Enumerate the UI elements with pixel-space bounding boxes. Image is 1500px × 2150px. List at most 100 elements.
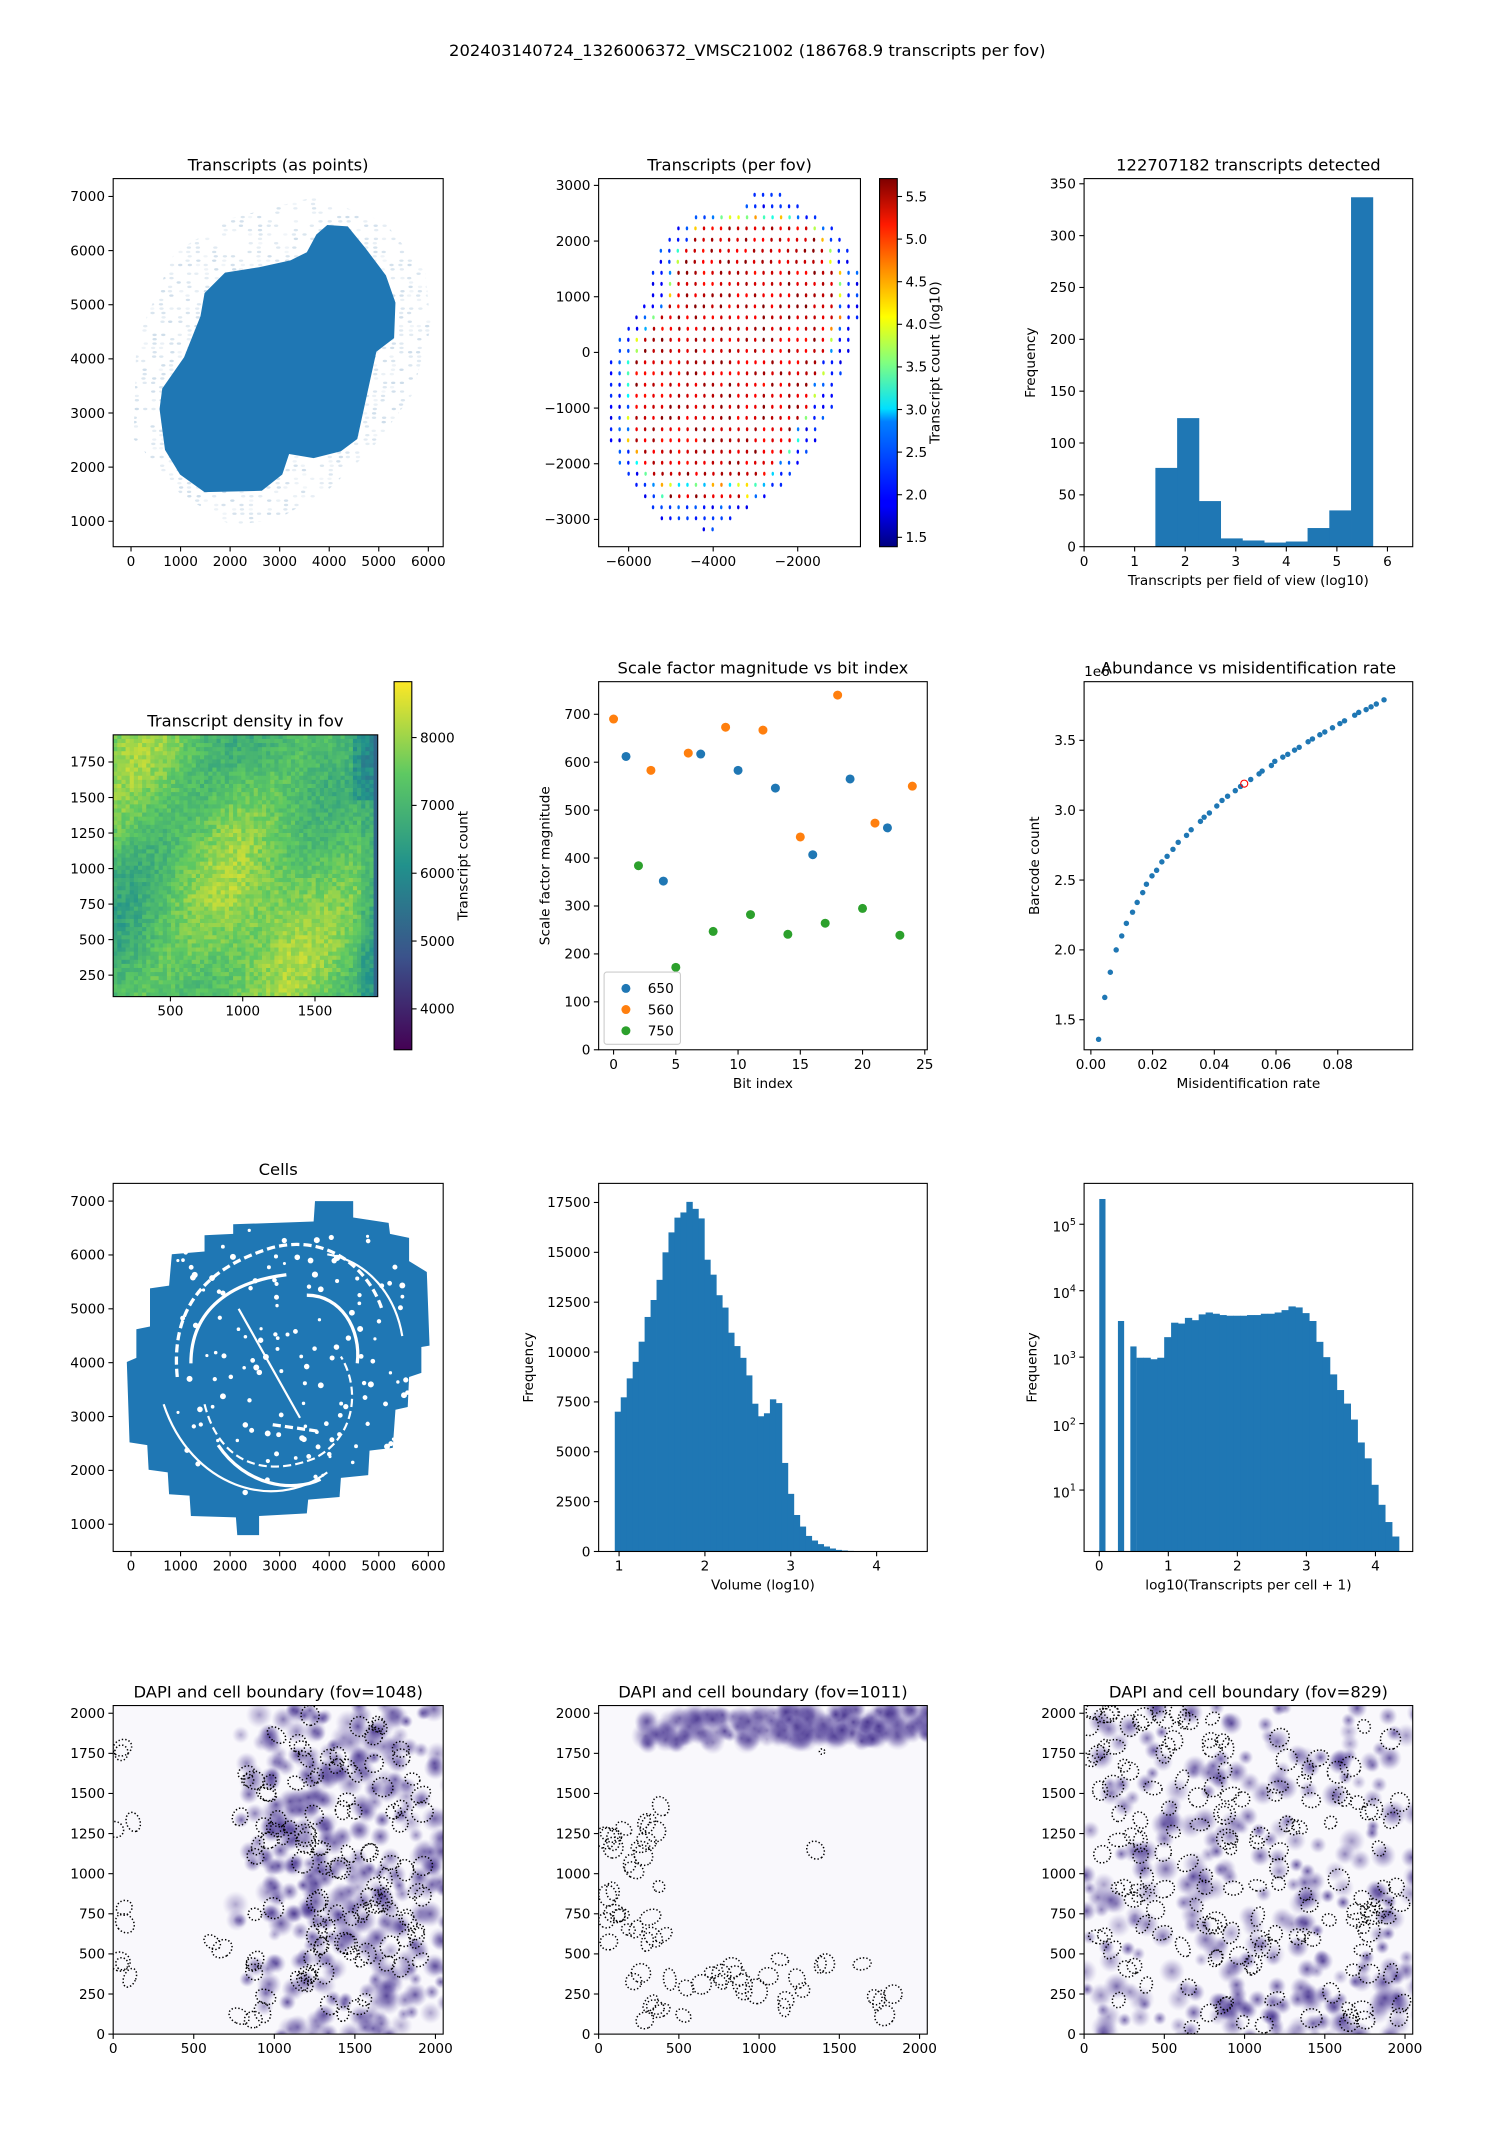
heatmap-cell xyxy=(315,955,321,961)
fov-point xyxy=(779,326,782,331)
heatmap-cell xyxy=(171,861,176,867)
heatmap-cell xyxy=(361,922,366,928)
fov-point xyxy=(702,281,706,286)
heatmap-cell xyxy=(274,837,279,842)
heatmap-cell xyxy=(257,902,263,908)
heatmap-cell xyxy=(150,869,155,875)
heatmap-cell xyxy=(113,865,118,871)
heatmap-cell xyxy=(348,931,354,936)
heatmap-cell xyxy=(249,918,255,924)
heatmap-cell xyxy=(166,751,172,756)
heatmap-cell xyxy=(323,763,329,768)
fov-point xyxy=(763,471,766,476)
heatmap-cell xyxy=(158,816,164,822)
heatmap-cell xyxy=(154,951,160,957)
heatmap-cell xyxy=(125,882,131,887)
heatmap-cell xyxy=(295,910,300,916)
heatmap-cell xyxy=(332,747,337,752)
heatmap-cell xyxy=(323,759,329,764)
legend-label: 560 xyxy=(648,1002,674,1018)
heatmap-cell xyxy=(373,959,378,965)
heatmap-cell xyxy=(274,796,279,801)
heatmap-cell xyxy=(365,849,370,854)
heatmap-cell xyxy=(373,857,378,863)
heatmap-cell xyxy=(270,902,275,908)
heatmap-cell xyxy=(199,927,205,932)
heatmap-cell xyxy=(249,914,255,920)
heatmap-cell xyxy=(373,804,378,809)
fov-point xyxy=(711,270,714,275)
heatmap-cell xyxy=(237,804,242,809)
heatmap-cell xyxy=(175,816,180,822)
heatmap-cell xyxy=(162,955,168,961)
heatmap-cell xyxy=(121,955,126,961)
heatmap-cell xyxy=(249,890,255,895)
heatmap-cell xyxy=(357,812,362,818)
heatmap-cell xyxy=(290,788,296,793)
scatter-point-650 xyxy=(845,774,855,784)
heatmap-cell xyxy=(133,980,139,985)
heatmap-cell xyxy=(150,734,155,740)
heatmap-cell xyxy=(357,820,362,826)
heatmap-cell xyxy=(299,796,304,801)
heatmap-cell xyxy=(299,918,304,924)
fov-point xyxy=(805,427,808,432)
y-tick-label: 1000 xyxy=(70,861,105,877)
heatmap-cell xyxy=(282,906,288,912)
heatmap-cell xyxy=(179,833,184,838)
scatter-point xyxy=(1119,933,1125,939)
heatmap-cell xyxy=(150,967,155,973)
heatmap-cell xyxy=(241,939,246,944)
fov-point xyxy=(737,404,740,409)
heatmap-cell xyxy=(175,808,180,813)
heatmap-cell xyxy=(212,963,217,969)
heatmap-cell xyxy=(212,775,217,781)
heatmap-cell xyxy=(125,792,131,797)
heatmap-cell xyxy=(365,865,370,871)
heatmap-cell xyxy=(233,918,238,924)
heatmap-cell xyxy=(150,947,155,953)
fov-point xyxy=(736,304,740,309)
heatmap-cell xyxy=(336,783,341,789)
heatmap-cell xyxy=(278,833,284,838)
heatmap-cell xyxy=(245,743,250,748)
heatmap-cell xyxy=(121,943,126,948)
heatmap-cell xyxy=(311,918,317,924)
heatmap-cell xyxy=(133,861,139,867)
heatmap-cell xyxy=(311,959,317,965)
heatmap-cell xyxy=(336,992,341,997)
heatmap-cell xyxy=(274,824,279,830)
heatmap-cell xyxy=(303,914,308,920)
heatmap-cell xyxy=(369,759,375,764)
heatmap-cell xyxy=(295,906,300,912)
heatmap-cell xyxy=(158,857,164,863)
fov-point xyxy=(626,404,630,409)
heatmap-cell xyxy=(241,755,246,760)
heatmap-cell xyxy=(274,857,279,863)
heatmap-cell xyxy=(191,931,197,936)
heatmap-cell xyxy=(117,857,122,863)
fov-point xyxy=(635,348,639,353)
heatmap-cell xyxy=(253,894,259,899)
heatmap-cell xyxy=(270,906,275,912)
heatmap-cell xyxy=(146,959,151,965)
heatmap-cell xyxy=(171,927,176,932)
heatmap-cell xyxy=(199,824,205,830)
heatmap-cell xyxy=(348,992,354,997)
heatmap-cell xyxy=(340,771,346,777)
heatmap-cell xyxy=(261,845,267,850)
heatmap-cell xyxy=(270,763,275,768)
heatmap-cell xyxy=(154,927,160,932)
heatmap-cell xyxy=(187,759,193,764)
heatmap-cell xyxy=(311,788,317,793)
heatmap-cell xyxy=(328,849,333,854)
heatmap-cell xyxy=(237,947,242,953)
heatmap-cell xyxy=(125,775,131,781)
heatmap-cell xyxy=(282,943,288,948)
heatmap-cell xyxy=(295,820,300,826)
heatmap-cell xyxy=(336,767,341,773)
heatmap-cell xyxy=(137,833,143,838)
heatmap-cell xyxy=(146,743,151,748)
heatmap-cell xyxy=(187,800,193,805)
axes-frame xyxy=(393,681,413,1051)
